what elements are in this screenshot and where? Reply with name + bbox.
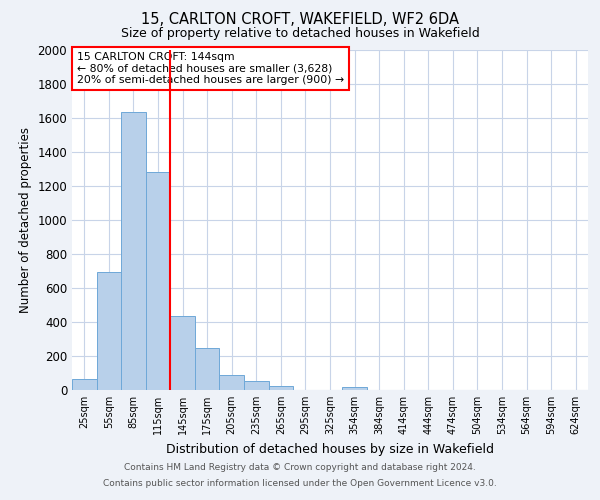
Text: 15, CARLTON CROFT, WAKEFIELD, WF2 6DA: 15, CARLTON CROFT, WAKEFIELD, WF2 6DA (141, 12, 459, 28)
Bar (72, 379, 97, 390)
Text: 15 CARLTON CROFT: 144sqm
← 80% of detached houses are smaller (3,628)
20% of sem: 15 CARLTON CROFT: 144sqm ← 80% of detach… (77, 52, 344, 85)
Y-axis label: Number of detached properties: Number of detached properties (19, 127, 32, 313)
Bar (195, 348, 220, 390)
Bar (342, 388, 367, 390)
Bar (220, 374, 244, 390)
Bar (97, 272, 121, 390)
Bar (121, 112, 146, 390)
Bar (170, 316, 195, 390)
Text: Size of property relative to detached houses in Wakefield: Size of property relative to detached ho… (121, 28, 479, 40)
Text: Contains public sector information licensed under the Open Government Licence v3: Contains public sector information licen… (103, 478, 497, 488)
Bar (244, 381, 269, 390)
Bar (269, 386, 293, 390)
X-axis label: Distribution of detached houses by size in Wakefield: Distribution of detached houses by size … (166, 442, 494, 456)
Bar (146, 172, 170, 390)
Text: Contains HM Land Registry data © Crown copyright and database right 2024.: Contains HM Land Registry data © Crown c… (124, 464, 476, 472)
